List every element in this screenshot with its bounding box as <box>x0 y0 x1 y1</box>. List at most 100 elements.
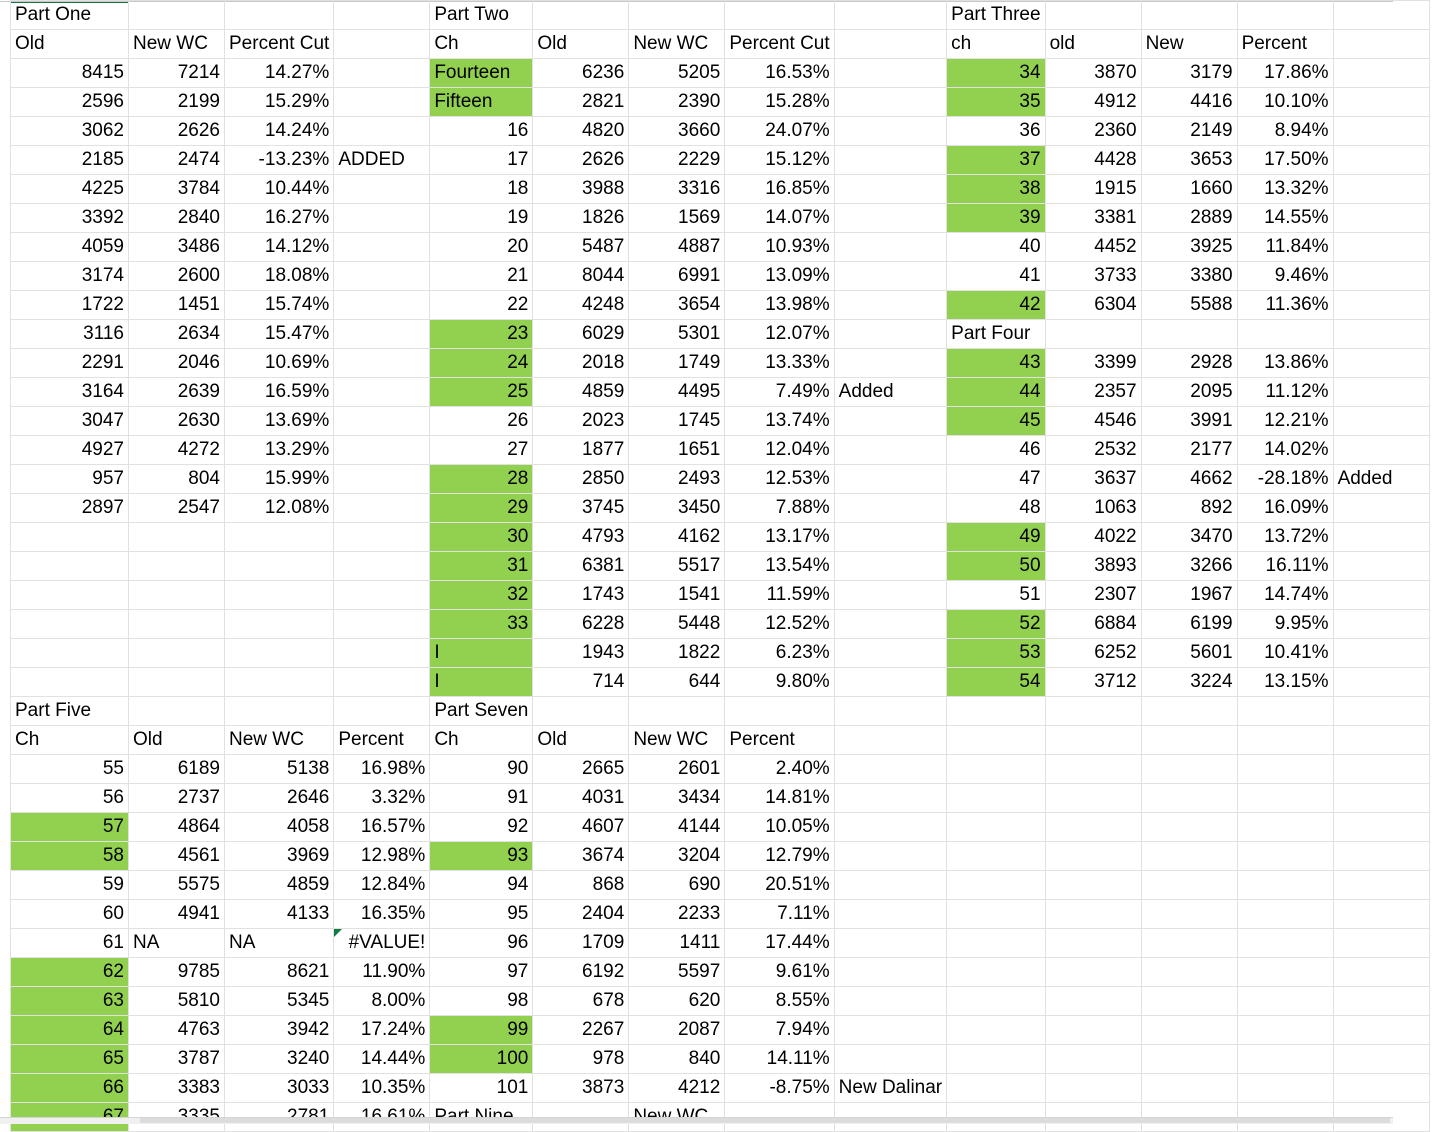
sheet-cell[interactable]: 8415 <box>10 58 129 88</box>
sheet-cell[interactable]: 11.84% <box>1236 232 1334 262</box>
sheet-cell[interactable]: 32 <box>429 580 534 610</box>
sheet-cell[interactable] <box>1332 348 1430 378</box>
sheet-cell[interactable]: 2626 <box>128 116 225 146</box>
sheet-cell[interactable]: 4546 <box>1044 406 1142 436</box>
sheet-cell[interactable] <box>333 203 431 233</box>
sheet-cell[interactable]: 3380 <box>1140 261 1238 291</box>
sheet-cell[interactable]: 2199 <box>128 87 225 117</box>
sheet-cell[interactable]: 3784 <box>128 174 225 204</box>
sheet-cell[interactable] <box>333 116 431 146</box>
sheet-cell[interactable] <box>333 261 431 291</box>
sheet-cell[interactable] <box>128 580 225 610</box>
sheet-cell[interactable]: 11.90% <box>333 957 431 987</box>
sheet-cell[interactable]: 2023 <box>532 406 630 436</box>
sheet-cell[interactable] <box>1140 725 1238 755</box>
sheet-cell[interactable] <box>833 464 948 494</box>
sheet-cell[interactable]: 25 <box>429 377 534 407</box>
sheet-cell[interactable] <box>1236 928 1334 958</box>
sheet-cell[interactable]: 3047 <box>10 406 129 436</box>
sheet-cell[interactable]: 38 <box>946 174 1046 204</box>
sheet-cell[interactable]: 3383 <box>128 1073 225 1103</box>
sheet-cell[interactable]: 8621 <box>223 957 335 987</box>
sheet-cell[interactable]: 3942 <box>223 1015 335 1045</box>
sheet-cell[interactable]: 16.59% <box>223 377 335 407</box>
sheet-cell[interactable]: Fifteen <box>429 87 534 117</box>
sheet-cell[interactable]: 6189 <box>128 754 225 784</box>
sheet-cell[interactable]: 36 <box>946 116 1046 146</box>
sheet-cell[interactable] <box>1332 290 1430 320</box>
sheet-cell[interactable]: Percent Cut <box>223 29 335 59</box>
sheet-cell[interactable] <box>333 290 431 320</box>
sheet-cell[interactable]: 2185 <box>10 145 129 175</box>
sheet-cell[interactable]: 3870 <box>1044 58 1142 88</box>
sheet-cell[interactable] <box>1044 928 1142 958</box>
sheet-cell[interactable] <box>1332 725 1430 755</box>
sheet-cell[interactable]: 16.11% <box>1236 551 1334 581</box>
sheet-cell[interactable] <box>1332 58 1430 88</box>
sheet-cell[interactable]: 15.99% <box>223 464 335 494</box>
sheet-cell[interactable]: NA <box>128 928 225 958</box>
sheet-cell[interactable]: 14.74% <box>1236 580 1334 610</box>
sheet-cell[interactable]: 5345 <box>223 986 335 1016</box>
sheet-cell[interactable]: 53 <box>946 638 1046 668</box>
sheet-cell[interactable] <box>833 261 948 291</box>
sheet-cell[interactable] <box>1332 986 1430 1016</box>
sheet-cell[interactable]: 4452 <box>1044 232 1142 262</box>
sheet-cell[interactable] <box>833 812 948 842</box>
sheet-cell[interactable]: Ch <box>10 725 129 755</box>
sheet-cell[interactable]: 5301 <box>628 319 726 349</box>
sheet-cell[interactable]: 868 <box>532 870 630 900</box>
sheet-cell[interactable]: 14.27% <box>223 58 335 88</box>
sheet-cell[interactable] <box>1332 435 1430 465</box>
sheet-cell[interactable]: 62 <box>10 957 129 987</box>
sheet-cell[interactable] <box>223 522 335 552</box>
sheet-cell[interactable] <box>333 667 431 697</box>
sheet-cell[interactable]: 39 <box>946 203 1046 233</box>
sheet-cell[interactable]: 99 <box>429 1015 534 1045</box>
sheet-cell[interactable]: ADDED <box>333 145 431 175</box>
sheet-cell[interactable] <box>946 986 1046 1016</box>
sheet-cell[interactable] <box>333 580 431 610</box>
sheet-cell[interactable]: #VALUE! <box>333 928 431 958</box>
sheet-cell[interactable]: 14.55% <box>1236 203 1334 233</box>
sheet-cell[interactable]: Part Two <box>429 0 534 30</box>
sheet-cell[interactable]: 5601 <box>1140 638 1238 668</box>
sheet-cell[interactable]: 2233 <box>628 899 726 929</box>
sheet-cell[interactable]: 13.86% <box>1236 348 1334 378</box>
sheet-cell[interactable]: 2630 <box>128 406 225 436</box>
sheet-cell[interactable] <box>833 986 948 1016</box>
sheet-cell[interactable]: 2149 <box>1140 116 1238 146</box>
sheet-cell[interactable]: 4059 <box>10 232 129 262</box>
sheet-cell[interactable]: 2087 <box>628 1015 726 1045</box>
sheet-cell[interactable]: 5597 <box>628 957 726 987</box>
spreadsheet-grid[interactable]: Part One Part Two Part Three Old New WC Perce… <box>10 0 1430 1132</box>
sheet-cell[interactable] <box>1332 551 1430 581</box>
sheet-cell[interactable]: 1660 <box>1140 174 1238 204</box>
sheet-cell[interactable] <box>833 638 948 668</box>
sheet-cell[interactable] <box>1332 116 1430 146</box>
sheet-cell[interactable]: 3969 <box>223 841 335 871</box>
sheet-cell[interactable]: 3653 <box>1140 145 1238 175</box>
sheet-cell[interactable]: 12.98% <box>333 841 431 871</box>
sheet-cell[interactable]: 3733 <box>1044 261 1142 291</box>
sheet-cell[interactable] <box>833 406 948 436</box>
sheet-cell[interactable]: 6381 <box>532 551 630 581</box>
sheet-cell[interactable]: 91 <box>429 783 534 813</box>
sheet-cell[interactable]: 10.05% <box>724 812 835 842</box>
sheet-cell[interactable]: New WC <box>628 29 726 59</box>
sheet-cell[interactable] <box>1332 696 1430 726</box>
sheet-cell[interactable] <box>833 58 948 88</box>
sheet-cell[interactable]: 13.17% <box>724 522 835 552</box>
sheet-cell[interactable]: 7.49% <box>724 377 835 407</box>
sheet-cell[interactable]: 12.07% <box>724 319 835 349</box>
sheet-cell[interactable]: 1722 <box>10 290 129 320</box>
sheet-cell[interactable]: Percent <box>724 725 835 755</box>
sheet-cell[interactable] <box>1332 957 1430 987</box>
sheet-cell[interactable] <box>1332 609 1430 639</box>
sheet-cell[interactable] <box>946 1015 1046 1045</box>
sheet-cell[interactable] <box>333 87 431 117</box>
sheet-cell[interactable]: 6884 <box>1044 609 1142 639</box>
sheet-cell[interactable] <box>946 957 1046 987</box>
sheet-cell[interactable] <box>1140 928 1238 958</box>
sheet-cell[interactable] <box>833 0 948 30</box>
